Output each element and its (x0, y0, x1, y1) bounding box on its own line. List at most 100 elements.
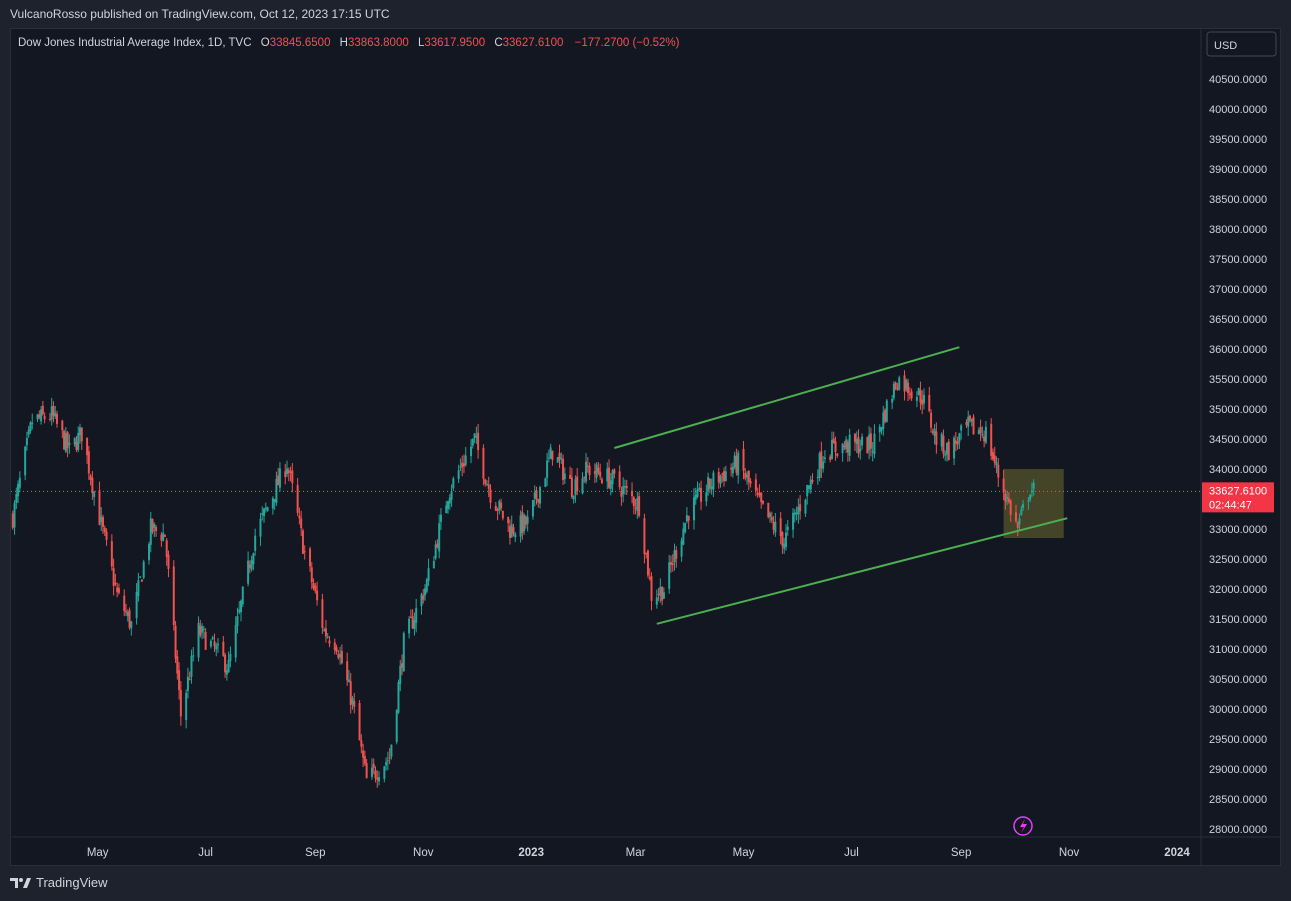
candle-body (779, 518, 782, 537)
candle-body (558, 453, 561, 460)
candle-body (286, 468, 289, 475)
candle-body (721, 473, 724, 475)
legend-open-label: O (261, 37, 270, 49)
candle-body (880, 427, 883, 431)
candle-body (1004, 494, 1007, 502)
y-tick-label: 39000.0000 (1209, 164, 1267, 176)
candle-body (519, 515, 522, 537)
candle-body (15, 494, 18, 503)
candle-body (970, 418, 973, 422)
candle-body (273, 499, 276, 502)
candle-body (859, 448, 862, 452)
candle-body (508, 526, 511, 538)
candle-body (186, 676, 189, 691)
candle-body (712, 472, 715, 490)
candle-body (63, 431, 66, 450)
candle-body (312, 583, 315, 589)
candle-body (408, 618, 411, 634)
x-tick-label: Jul (198, 847, 213, 859)
candle-body (201, 626, 204, 633)
candle-body (993, 455, 996, 463)
candle-body (461, 462, 464, 468)
candle-body (213, 641, 216, 647)
candle-body (434, 544, 437, 559)
x-tick-label: Jul (844, 847, 859, 859)
tradingview-logo[interactable]: TradingView (10, 875, 108, 890)
candle-body (792, 512, 795, 530)
candle-body (570, 477, 573, 497)
candle-body (18, 477, 21, 488)
candle-body (930, 412, 933, 428)
candle-body (199, 625, 202, 636)
chart-panel[interactable]: Dow Jones Industrial Average Index, 1D, … (10, 28, 1281, 866)
candle-body (685, 515, 688, 522)
candle-body (747, 470, 750, 483)
candle-body (781, 532, 784, 547)
candle-body (586, 465, 589, 467)
candle-body (908, 393, 911, 395)
candle-body (823, 457, 826, 459)
channel-upper-trendline[interactable] (614, 346, 960, 449)
y-tick-label: 28500.0000 (1209, 794, 1267, 806)
currency-button[interactable] (1206, 31, 1277, 57)
candle-body (397, 682, 400, 713)
candle-body (668, 562, 671, 589)
last-price-value: 33627.6100 (1209, 485, 1267, 497)
candle-body (834, 441, 837, 452)
legend-close-label: C (494, 37, 502, 49)
candle-body (910, 391, 913, 399)
bar-countdown: 02:44:47 (1209, 499, 1252, 511)
candle-body (415, 607, 418, 623)
candle-body (215, 645, 218, 650)
y-tick-label: 34000.0000 (1209, 464, 1267, 476)
candle-body (411, 616, 414, 629)
candle-body (742, 448, 745, 471)
candle-body (473, 433, 476, 438)
candle-body (761, 500, 764, 504)
candle-body (898, 377, 901, 390)
candle-body (174, 625, 177, 659)
candle-body (769, 513, 772, 517)
candle-body (735, 455, 738, 473)
candle-body (217, 643, 220, 646)
candle-body (167, 554, 170, 570)
candle-body (581, 478, 584, 494)
candle-body (464, 455, 467, 466)
currency-label: USD (1214, 40, 1237, 52)
y-tick-label: 29500.0000 (1209, 734, 1267, 746)
candle-body (485, 483, 488, 486)
candle-body (797, 506, 800, 515)
y-tick-label: 37000.0000 (1209, 284, 1267, 296)
candle-body (682, 528, 685, 545)
candle-body (289, 471, 292, 474)
candle-body (447, 501, 450, 509)
candle-body (374, 770, 377, 779)
candle-body (588, 465, 591, 476)
event-marker-icon[interactable] (1013, 816, 1033, 836)
candle-body (353, 700, 356, 707)
candle-body (358, 702, 361, 741)
candle-body (609, 480, 612, 489)
candle-body (744, 472, 747, 479)
candle-body (324, 628, 327, 637)
candle-body (385, 762, 388, 766)
candle-body (66, 432, 69, 449)
candle-body (1009, 500, 1012, 515)
footer: TradingView (0, 866, 1291, 901)
price-chart[interactable]: Dow Jones Industrial Average Index, 1D, … (11, 29, 1280, 865)
candle-body (347, 679, 350, 683)
candle-body (254, 535, 257, 551)
candle-body (717, 471, 720, 483)
x-tick-label: May (87, 847, 109, 859)
y-tick-label: 38500.0000 (1209, 194, 1267, 206)
candle-body (811, 480, 814, 482)
candle-body (137, 580, 140, 596)
candle-body (944, 453, 947, 456)
candle-body (997, 464, 1000, 478)
candle-body (510, 524, 513, 538)
candle-body (551, 450, 554, 461)
channel-lower-trendline[interactable] (656, 517, 1068, 625)
candle-body (942, 435, 945, 454)
candle-body (162, 533, 165, 541)
y-tick-label: 30000.0000 (1209, 704, 1267, 716)
